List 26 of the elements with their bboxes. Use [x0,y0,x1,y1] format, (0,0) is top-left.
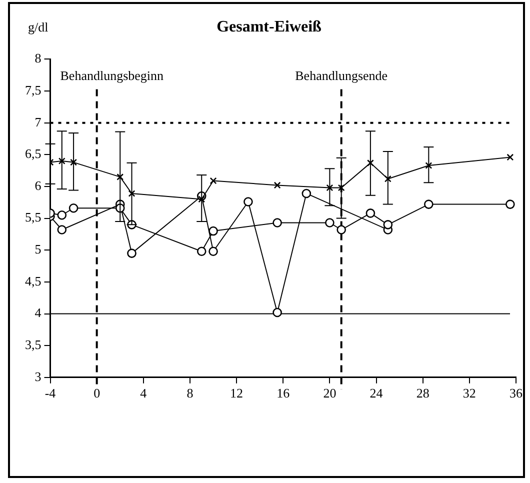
y-tick-label: 7 [34,114,42,130]
ref-line-label: Behandlungsbeginn [60,68,164,84]
y-tick-label: 4 [34,305,42,320]
y-tick-label: 8 [34,50,42,66]
x-tick-label: -4 [44,386,56,401]
x-tick-label: 36 [510,386,523,401]
y-tick-label: 3 [34,368,42,384]
x-tick-label: 0 [94,386,100,401]
y-tick-label: 6,5 [25,146,42,162]
x-tick-label: 4 [140,386,148,401]
x-tick-label: 20 [323,386,336,401]
y-tick-label: 6 [34,178,42,193]
y-tick-label: 5,5 [25,210,42,225]
chart-title: Gesamt-Eiweiß [216,18,322,36]
x-tick-label: 28 [416,386,430,401]
x-tick-label: 8 [186,386,194,401]
x-tick-label: 16 [276,386,290,401]
x-tick-label: 12 [230,386,244,401]
y-axis-title: g/dl [28,19,49,34]
y-tick-label: 7,5 [25,82,42,98]
y-tick-label: 3,5 [25,337,42,352]
y-tick-label: 5 [34,242,42,257]
x-tick-label: 32 [462,386,476,401]
ref-line-label: Behandlungsende [295,68,388,84]
y-tick-label: 4,5 [25,273,42,288]
x-tick-label: 24 [370,386,384,401]
